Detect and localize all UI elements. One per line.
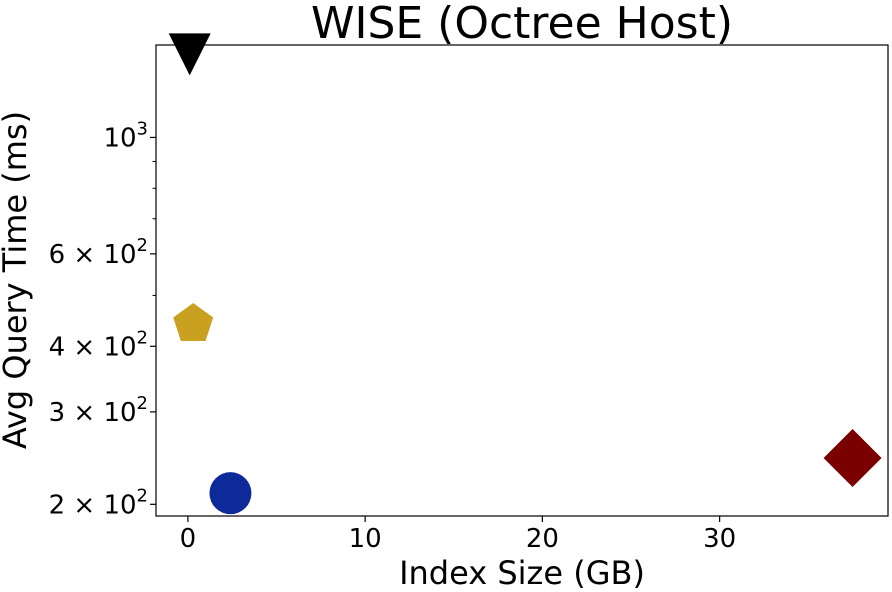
y-tick-base: 4 × 10 <box>49 332 137 362</box>
y-tick-exponent: 2 <box>137 327 148 348</box>
x-tick-label: 30 <box>703 524 736 554</box>
y-tick-exponent: 3 <box>137 118 148 139</box>
y-tick-label: 2 × 102 <box>49 485 148 520</box>
x-tick-label: 0 <box>180 524 197 554</box>
x-axis-label: Index Size (GB) <box>399 554 645 592</box>
y-axis-label: Avg Query Time (ms) <box>0 111 34 449</box>
y-tick-base: 6 × 10 <box>49 240 137 270</box>
y-tick-exponent: 2 <box>137 485 148 506</box>
y-tick-base: 3 × 10 <box>49 398 137 428</box>
x-axis: 0 10 20 30 <box>180 516 736 554</box>
y-tick-label: 4 × 102 <box>49 327 148 362</box>
y-tick-exponent: 2 <box>137 235 148 256</box>
data-point-circle <box>209 472 252 515</box>
data-point-triangle-down <box>168 33 211 76</box>
y-tick-label: 103 <box>103 118 148 153</box>
x-tick-label: 20 <box>526 524 559 554</box>
chart-title: WISE (Octree Host) <box>311 0 733 49</box>
data-point-diamond <box>823 429 882 488</box>
plot-frame <box>155 44 889 517</box>
data-point-pentagon <box>173 302 214 341</box>
x-tick-label: 10 <box>349 524 382 554</box>
y-tick-label: 6 × 102 <box>49 235 148 270</box>
y-tick-exponent: 2 <box>137 393 148 414</box>
data-points <box>168 33 882 515</box>
y-tick-label: 3 × 102 <box>49 393 148 428</box>
y-tick-base: 2 × 10 <box>49 490 137 520</box>
plot-area <box>155 44 889 517</box>
y-tick-base: 10 <box>103 123 136 153</box>
